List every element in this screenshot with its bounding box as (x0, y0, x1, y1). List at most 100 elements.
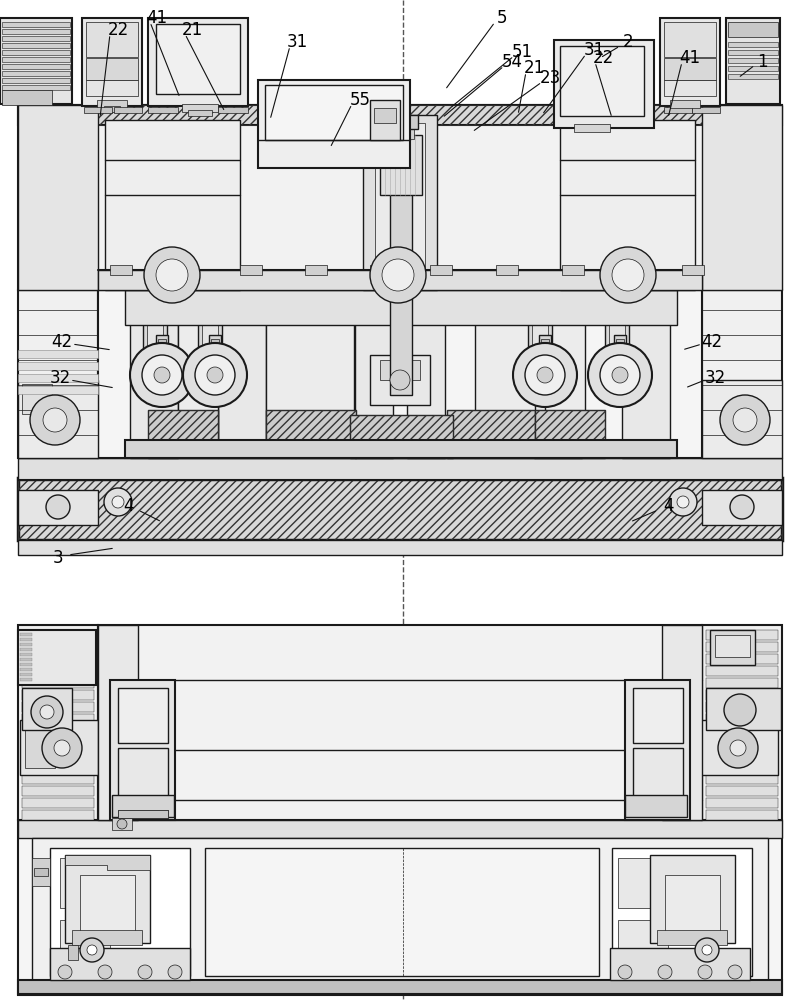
Bar (625, 795, 687, 817)
Bar (541, 339, 549, 345)
Bar (706, 678, 778, 688)
Bar (20, 668, 32, 671)
Bar (370, 265, 392, 275)
Bar (118, 810, 168, 818)
Bar (18, 386, 98, 394)
Circle shape (588, 343, 652, 407)
Circle shape (677, 496, 689, 508)
Bar (2, 90, 52, 105)
Bar (562, 265, 584, 275)
Circle shape (43, 408, 67, 432)
Bar (702, 380, 782, 458)
Bar (702, 625, 782, 820)
Bar (350, 415, 453, 458)
Bar (84, 107, 112, 113)
Text: 41: 41 (146, 9, 168, 27)
Bar (20, 653, 32, 656)
Bar (633, 688, 683, 743)
Bar (143, 290, 167, 370)
Bar (18, 290, 98, 458)
Bar (633, 748, 683, 798)
Circle shape (600, 247, 656, 303)
Bar (407, 290, 445, 458)
Bar (22, 738, 94, 748)
Bar (98, 290, 702, 458)
Bar (728, 22, 778, 37)
Bar (100, 462, 128, 480)
Bar (305, 265, 327, 275)
Circle shape (31, 696, 63, 728)
Circle shape (618, 965, 632, 979)
Bar (22, 690, 94, 700)
Bar (258, 80, 410, 168)
Circle shape (702, 945, 712, 955)
Bar (86, 22, 138, 57)
Bar (618, 920, 668, 960)
Bar (32, 858, 50, 886)
Bar (388, 127, 414, 139)
Bar (2, 64, 70, 69)
Bar (110, 680, 175, 820)
Bar (560, 120, 695, 290)
Circle shape (117, 819, 127, 829)
Circle shape (183, 343, 247, 407)
Bar (50, 848, 190, 976)
Bar (18, 362, 98, 370)
Bar (97, 100, 127, 108)
Bar (670, 100, 700, 108)
Bar (22, 666, 94, 676)
Circle shape (30, 395, 80, 445)
Bar (706, 690, 778, 700)
Bar (20, 648, 32, 651)
Bar (22, 786, 94, 796)
Bar (218, 290, 266, 458)
Circle shape (87, 945, 97, 955)
Bar (664, 22, 716, 57)
Bar (125, 290, 677, 325)
Circle shape (130, 343, 194, 407)
Circle shape (733, 408, 757, 432)
Bar (2, 85, 70, 90)
Text: 3: 3 (53, 549, 63, 567)
Circle shape (698, 965, 712, 979)
Bar (202, 290, 218, 370)
Bar (706, 666, 778, 676)
Text: 32: 32 (705, 369, 725, 387)
Bar (374, 108, 396, 123)
Circle shape (724, 694, 756, 726)
Text: 55: 55 (349, 91, 371, 109)
Bar (728, 66, 778, 71)
Circle shape (80, 938, 104, 962)
Bar (22, 630, 94, 640)
Bar (20, 678, 32, 681)
Bar (728, 58, 778, 63)
Circle shape (112, 496, 124, 508)
Bar (148, 107, 178, 113)
Bar (20, 673, 32, 676)
Text: 21: 21 (181, 21, 203, 39)
Bar (682, 265, 704, 275)
Bar (628, 265, 650, 275)
Bar (148, 410, 218, 458)
Circle shape (58, 965, 72, 979)
Bar (534, 290, 582, 458)
Bar (706, 654, 778, 664)
Bar (2, 57, 70, 62)
Circle shape (142, 355, 182, 395)
Bar (430, 265, 452, 275)
Bar (2, 29, 70, 34)
Bar (198, 290, 222, 370)
Circle shape (40, 705, 54, 719)
Text: 21: 21 (523, 59, 545, 77)
Circle shape (525, 355, 565, 395)
Bar (380, 360, 420, 380)
Bar (706, 630, 778, 640)
Bar (535, 410, 605, 458)
Bar (610, 948, 750, 980)
Bar (18, 490, 98, 525)
Bar (560, 46, 644, 116)
Bar (490, 462, 518, 480)
Bar (114, 107, 142, 113)
Text: 2: 2 (622, 33, 634, 51)
Bar (20, 638, 32, 641)
